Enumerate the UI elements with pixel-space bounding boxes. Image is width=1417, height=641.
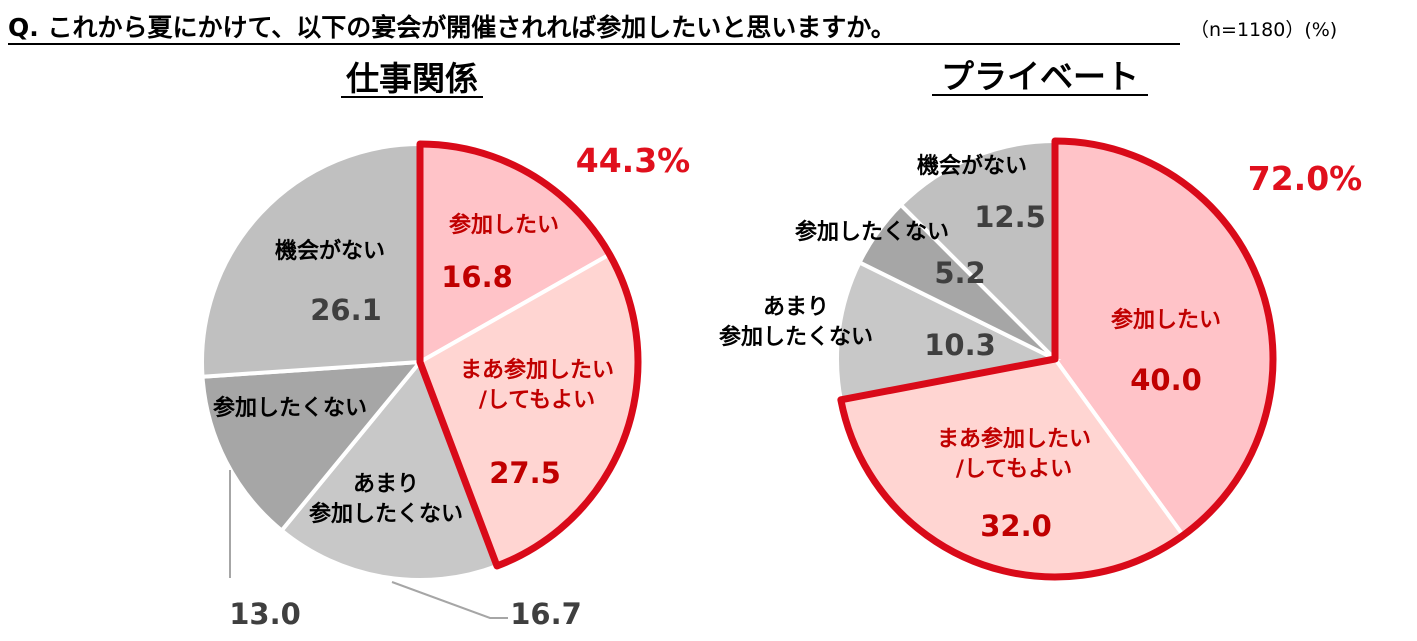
work-label-kikai-ganai: 機会がない <box>275 238 385 264</box>
private-label-maa-sankashitai: まあ参加したい/してもよい <box>937 426 1091 482</box>
private-label-sankashitai: 参加したい <box>1111 307 1221 333</box>
work-highlight-outline <box>416 140 642 570</box>
work-value-sankashitakunai: 13.0 <box>229 597 301 631</box>
work-value-kikai-ganai: 26.1 <box>310 293 382 327</box>
private-slice-amari-sankashitakunai <box>835 259 1062 403</box>
private-highlight-outline <box>837 137 1277 581</box>
private-label-kikai-ganai: 機会がない <box>917 153 1027 179</box>
private-chart-title: プライベート <box>941 57 1139 96</box>
private-value-amari-sankashitakunai: 10.3 <box>924 328 996 362</box>
question-text: Q. これから夏にかけて、以下の宴会が開催されれば参加したいと思いますか。 <box>8 13 896 42</box>
work-slice-sankashitakunai <box>200 359 425 534</box>
private-value-maa-sankashitai: 32.0 <box>980 509 1052 543</box>
work-value-sankashitai: 16.8 <box>441 260 513 294</box>
private-value-sankashitakunai: 5.2 <box>934 256 985 290</box>
private-pie <box>835 137 1277 581</box>
private-label-sankashitakunai: 参加したくない <box>795 219 949 245</box>
private-value-kikai-ganai: 12.5 <box>974 200 1046 234</box>
work-slice-kikai-ganai <box>200 141 422 379</box>
work-chart-title: 仕事関係 <box>346 59 478 98</box>
private-label-amari-sankashitakunai: あまり参加したくない <box>719 295 873 350</box>
work-leader-line-amari <box>391 581 508 619</box>
sample-note: （n=1180）(%) <box>1190 19 1337 41</box>
work-label-amari-sankashitakunai: あまり参加したくない <box>309 472 463 527</box>
work-label-sankashitai: 参加したい <box>449 212 559 238</box>
private-value-sankashitai: 40.0 <box>1130 363 1202 397</box>
work-pie <box>200 140 642 582</box>
work-value-maa-sankashitai: 27.5 <box>489 456 561 490</box>
work-value-amari-sankashitakunai: 16.7 <box>510 597 582 631</box>
work-combined-total: 44.3% <box>576 141 691 180</box>
private-combined-total: 72.0% <box>1248 159 1363 198</box>
private-slice-kikai-ganai <box>898 138 1057 364</box>
work-label-maa-sankashitai: まあ参加したい/してもよい <box>460 357 614 413</box>
work-slice-amari-sankashitakunai <box>278 358 500 582</box>
work-label-sankashitakunai: 参加したくない <box>213 395 367 421</box>
